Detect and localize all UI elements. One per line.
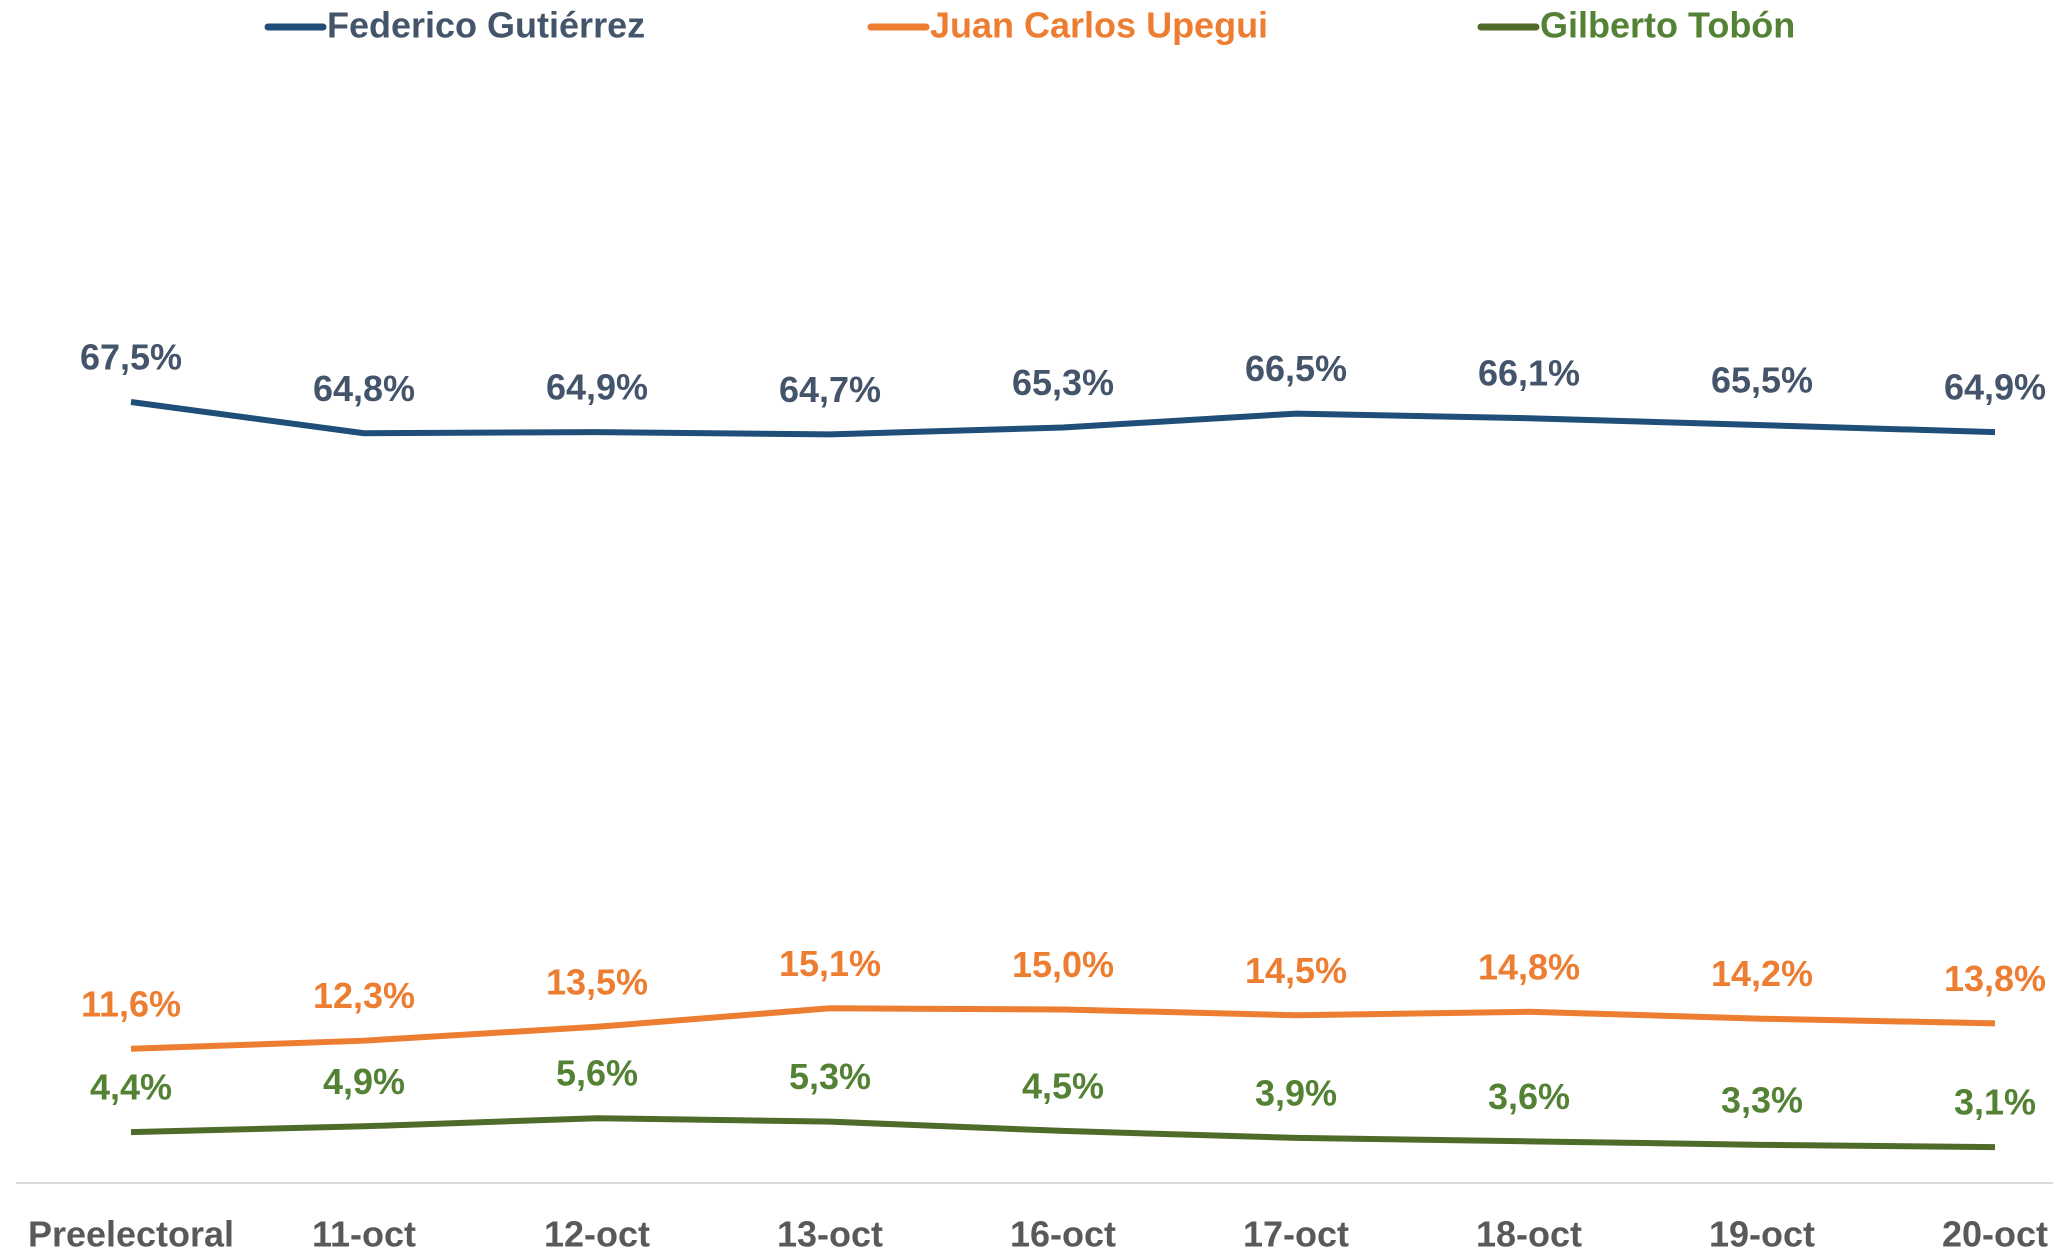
x-tick-label: 17-oct bbox=[1243, 1214, 1349, 1255]
x-tick-label: 19-oct bbox=[1709, 1214, 1815, 1255]
data-label: 65,3% bbox=[1012, 362, 1114, 403]
data-label: 13,5% bbox=[546, 961, 648, 1002]
data-label: 64,9% bbox=[1944, 367, 2046, 408]
data-label: 15,0% bbox=[1012, 944, 1114, 985]
legend-label: Juan Carlos Upegui bbox=[930, 5, 1268, 46]
data-label: 5,6% bbox=[556, 1053, 638, 1094]
data-label: 11,6% bbox=[81, 983, 181, 1024]
series-line bbox=[130, 399, 1996, 438]
data-label: 4,5% bbox=[1022, 1065, 1104, 1106]
data-label: 4,9% bbox=[323, 1061, 405, 1102]
x-tick-label: 13-oct bbox=[777, 1214, 883, 1255]
data-label: 14,2% bbox=[1711, 953, 1813, 994]
x-tick-label: 16-oct bbox=[1010, 1214, 1116, 1255]
data-label: 64,9% bbox=[546, 367, 648, 408]
data-label: 3,9% bbox=[1255, 1072, 1337, 1113]
series-line bbox=[130, 1005, 1996, 1052]
data-label: 15,1% bbox=[779, 943, 881, 984]
data-label: 12,3% bbox=[313, 975, 415, 1016]
data-label: 14,8% bbox=[1478, 946, 1580, 987]
data-label: 66,5% bbox=[1245, 348, 1347, 389]
x-tick-label: Preelectoral bbox=[28, 1214, 234, 1255]
legend-label: Gilberto Tobón bbox=[1540, 5, 1795, 46]
data-label: 13,8% bbox=[1944, 958, 2046, 999]
data-label: 5,3% bbox=[789, 1056, 871, 1097]
x-tick-label: 20-oct bbox=[1942, 1214, 2048, 1255]
legend-label: Federico Gutiérrez bbox=[327, 5, 645, 46]
data-label: 14,5% bbox=[1245, 950, 1347, 991]
data-label: 67,5% bbox=[80, 337, 182, 378]
data-label: 64,8% bbox=[313, 368, 415, 409]
x-tick-label: 12-oct bbox=[544, 1214, 650, 1255]
data-label: 4,4% bbox=[90, 1067, 172, 1108]
x-tick-label: 18-oct bbox=[1476, 1214, 1582, 1255]
series-line bbox=[130, 1115, 1996, 1151]
data-label: 3,3% bbox=[1721, 1079, 1803, 1120]
data-label: 65,5% bbox=[1711, 360, 1813, 401]
data-label: 3,1% bbox=[1954, 1082, 2036, 1123]
data-label: 64,7% bbox=[779, 369, 881, 410]
data-label: 66,1% bbox=[1478, 353, 1580, 394]
data-label: 3,6% bbox=[1488, 1076, 1570, 1117]
x-tick-label: 11-oct bbox=[312, 1214, 416, 1255]
